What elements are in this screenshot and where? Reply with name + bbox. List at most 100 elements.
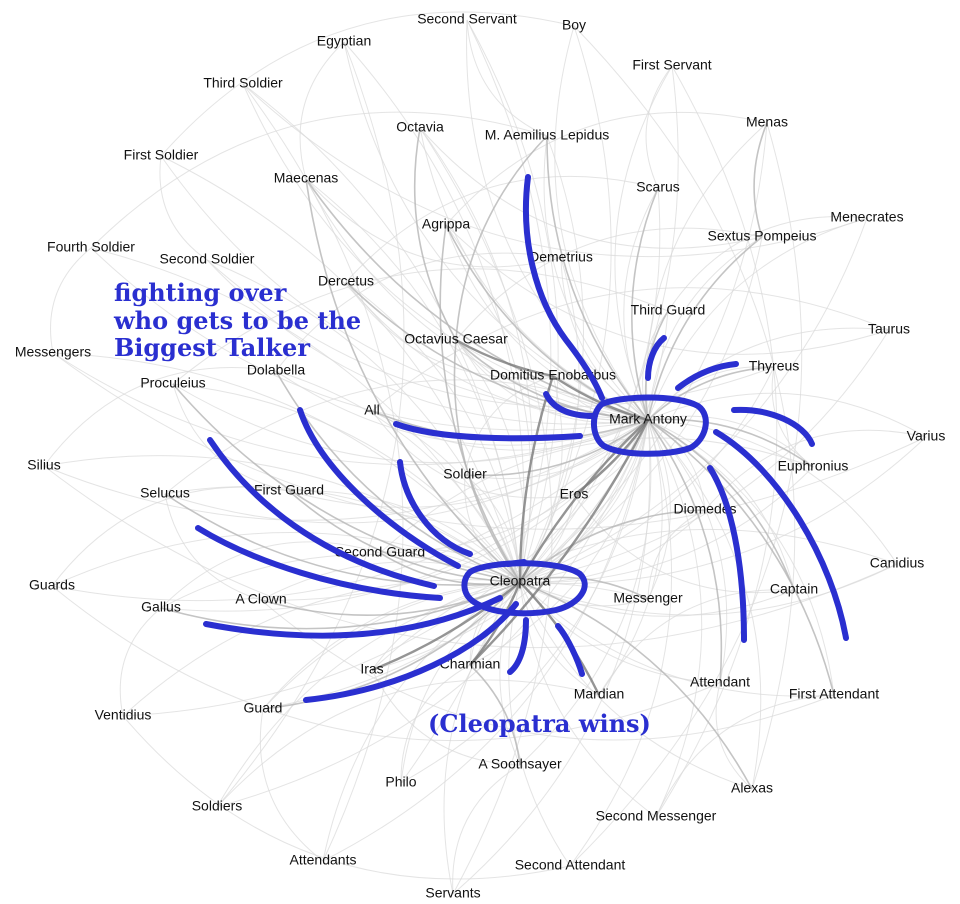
edge-mid [164, 493, 521, 586]
edge-faint [305, 178, 521, 583]
antony-stroke-1 [523, 174, 605, 401]
edge-faint [322, 419, 649, 862]
edge-mid [439, 224, 521, 583]
node-captain: Captain [770, 581, 818, 597]
edge-faint [159, 155, 208, 261]
edge-faint [519, 581, 795, 617]
node-first-attendant: First Attendant [789, 686, 879, 702]
node-demetrius: Demetrius [529, 249, 593, 265]
edge-mid [546, 135, 649, 421]
node-second-attendant: Second Attendant [515, 857, 626, 873]
cleopatra-stroke-7 [507, 617, 529, 675]
edge-faint [164, 486, 521, 583]
edge-faint [647, 392, 927, 438]
node-a-clown: A Clown [235, 591, 286, 607]
edge-mid [647, 236, 763, 421]
node-soldiers: Soldiers [192, 798, 243, 814]
edge-mid [647, 419, 723, 684]
node-proculeius: Proculeius [140, 375, 205, 391]
node-attendant: Attendant [690, 674, 750, 690]
edge-faint [499, 581, 521, 766]
edge-mid [464, 419, 649, 477]
edge-faint [452, 764, 521, 895]
annotation-headline-line-3: Biggest Talker [114, 333, 310, 362]
node-second-soldier: Second Soldier [160, 251, 255, 267]
edge-faint [647, 509, 706, 600]
edge-faint [379, 548, 521, 583]
edge-faint [172, 383, 290, 492]
cleopatra-stroke-1 [297, 407, 461, 569]
node-scarus: Scarus [636, 179, 680, 195]
cleopatra-top-tick [505, 559, 527, 567]
node-alexas: Alexas [731, 780, 773, 796]
edge-faint [647, 236, 763, 421]
node-dercetus: Dercetus [318, 273, 374, 289]
node-boy: Boy [562, 17, 586, 33]
node-enobarbus: Domitius Enobarbus [490, 367, 616, 383]
node-menas: Menas [746, 114, 788, 130]
edge-faint [455, 227, 763, 341]
node-soothsayer: A Soothsayer [478, 756, 562, 772]
cleopatra-stroke-3 [207, 437, 437, 589]
edge-faint [206, 259, 775, 408]
edge-faint [466, 19, 649, 421]
edge-faint [172, 383, 521, 583]
edge-faint [172, 268, 669, 385]
node-antony: Mark Antony [609, 411, 687, 427]
edge-faint [445, 224, 890, 355]
cleopatra-stroke-5 [203, 595, 503, 639]
edge-faint [569, 122, 803, 867]
edge-faint [122, 419, 649, 717]
edge-faint [455, 339, 649, 422]
antony-stroke-5 [393, 421, 583, 442]
edge-faint [242, 83, 868, 258]
edge-faint [647, 366, 775, 421]
node-lepidus: M. Aemilius Lepidus [485, 127, 610, 143]
node-second-messenger: Second Messenger [596, 808, 717, 824]
node-cleopatra: Cleopatra [490, 573, 551, 589]
antony-stroke-8 [707, 465, 747, 643]
node-philo: Philo [385, 774, 416, 790]
edge-faint [554, 25, 649, 421]
antony-stroke-6 [731, 406, 815, 447]
edge-faint [464, 375, 554, 476]
edge-faint [52, 352, 521, 583]
node-octavia: Octavia [396, 119, 444, 135]
cleopatra-stroke-8 [555, 623, 585, 677]
node-egyptian: Egyptian [317, 33, 371, 49]
node-servants: Servants [425, 885, 480, 901]
edge-faint [569, 419, 672, 867]
edge-faint [216, 419, 649, 808]
edge-mid [345, 281, 649, 421]
node-octavius: Octavius Caesar [404, 331, 508, 347]
node-maecenas: Maecenas [274, 170, 339, 186]
edge-faint [647, 415, 814, 468]
edge-faint [160, 541, 381, 609]
antony-stroke-2 [645, 335, 667, 381]
edge-mid [288, 490, 521, 583]
edge-faint [305, 178, 562, 268]
edge-faint [519, 581, 753, 790]
cleopatra-stroke-2 [397, 459, 473, 557]
edge-faint [647, 419, 671, 600]
edge-faint [419, 127, 553, 895]
edge-mid [519, 581, 753, 790]
edge-faint [164, 493, 262, 601]
node-menecrates: Menecrates [830, 209, 903, 225]
edge-faint [647, 419, 703, 818]
node-dolabella: Dolabella [247, 362, 306, 378]
edge-faint [305, 178, 649, 421]
edge-faint [667, 216, 868, 312]
edge-faint [560, 257, 649, 421]
node-third-guard: Third Guard [631, 302, 706, 318]
node-iras: Iras [360, 661, 383, 677]
edge-mid [753, 122, 768, 238]
edge-faint [160, 11, 575, 157]
edge-faint [647, 327, 890, 421]
edge-faint [400, 419, 649, 784]
edge-dark [371, 581, 521, 672]
edge-faint [400, 19, 552, 784]
node-first-soldier: First Soldier [124, 147, 199, 163]
